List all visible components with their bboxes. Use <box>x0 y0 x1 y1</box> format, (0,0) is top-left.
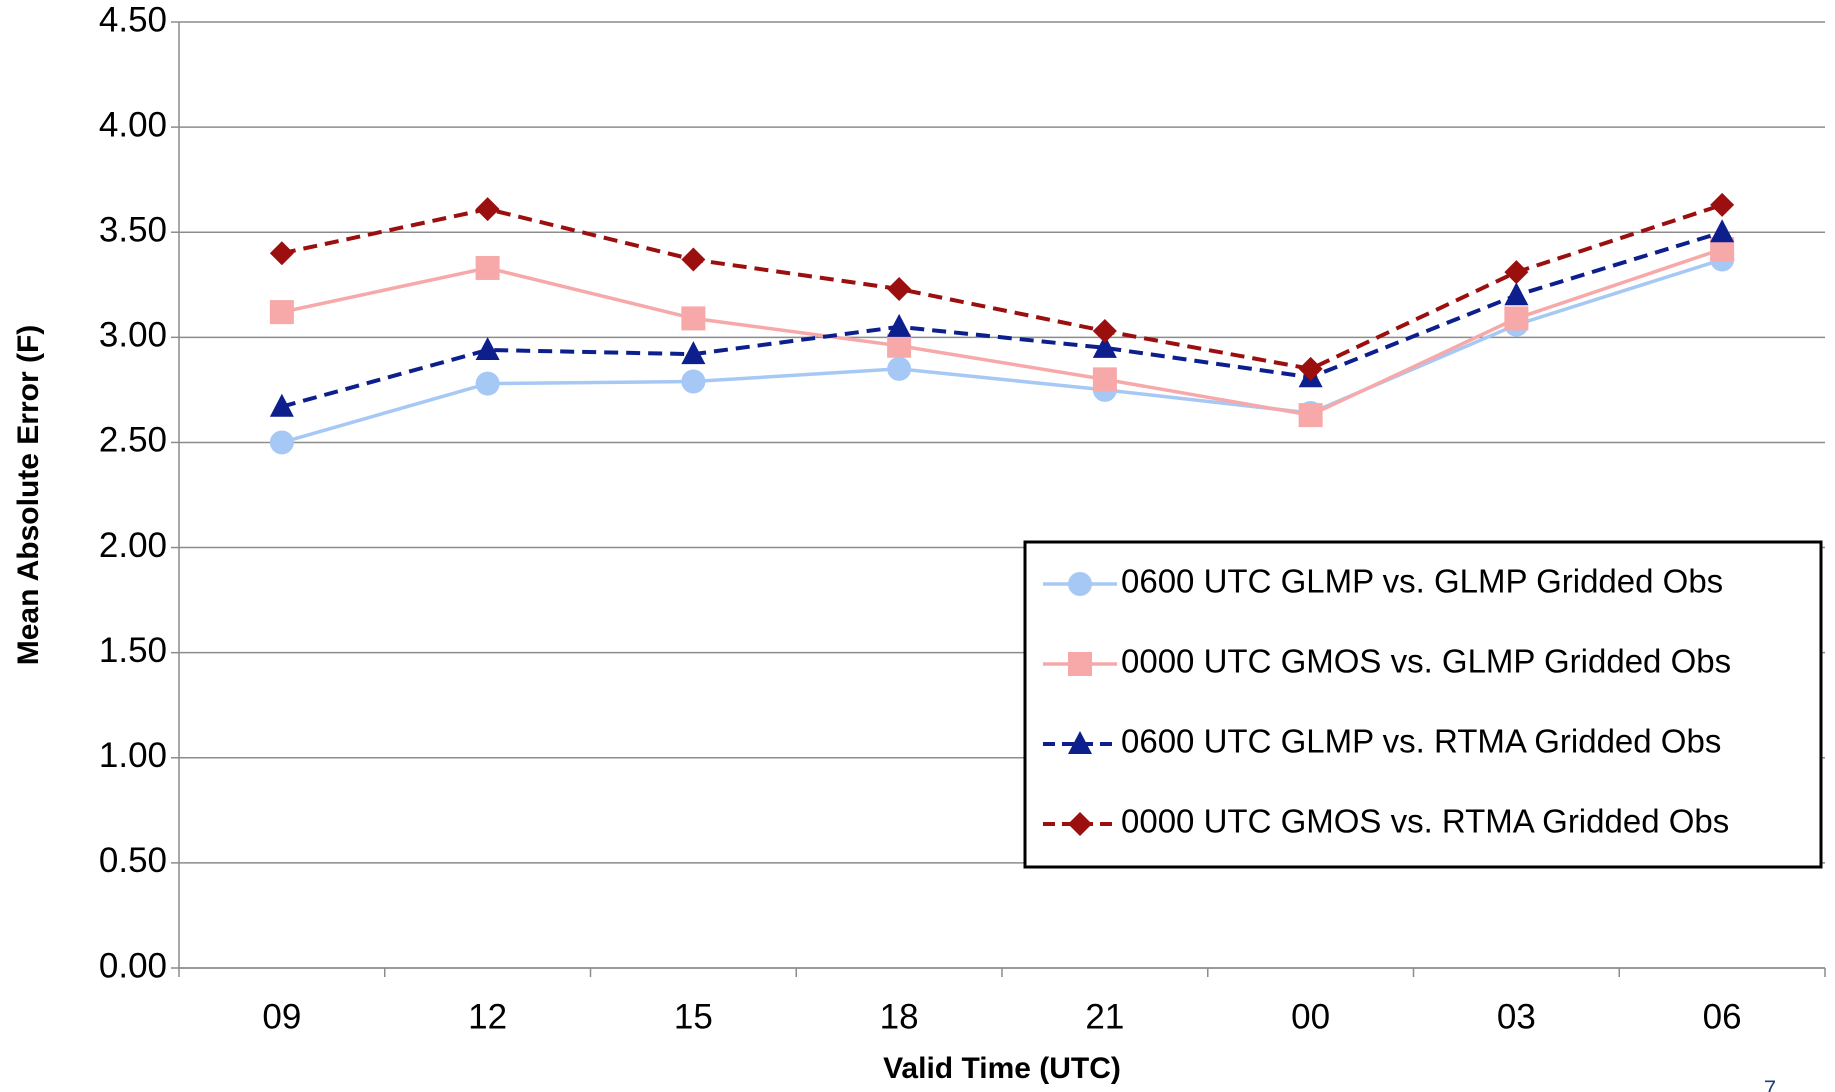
data-point <box>887 276 912 301</box>
data-point <box>1710 237 1735 262</box>
data-point <box>1092 334 1117 358</box>
data-point <box>1298 403 1323 428</box>
x-tick-label: 03 <box>1497 997 1536 1036</box>
data-point <box>269 300 294 325</box>
data-point <box>681 341 706 365</box>
legend-marker <box>1068 731 1092 754</box>
legend-label: 0000 UTC GMOS vs. RTMA Gridded Obs <box>1121 803 1729 840</box>
series-line <box>281 230 1723 409</box>
y-tick-label: 2.00 <box>99 526 167 565</box>
y-tick-label: 1.50 <box>99 631 167 670</box>
legend-box <box>1023 540 1823 869</box>
data-point <box>1710 192 1735 217</box>
x-tick-label: 00 <box>1291 997 1330 1036</box>
data-point <box>1504 282 1529 306</box>
y-tick-label: 3.00 <box>99 316 167 355</box>
y-tick-label: 0.50 <box>99 841 167 880</box>
data-point <box>269 393 294 417</box>
data-point <box>681 369 706 394</box>
data-point <box>1504 260 1529 285</box>
data-point <box>269 430 294 455</box>
data-point <box>1504 306 1529 331</box>
data-point <box>887 333 912 358</box>
legend-label: 0600 UTC GLMP vs. GLMP Gridded Obs <box>1121 563 1723 600</box>
legend-marker <box>1068 572 1092 596</box>
data-point <box>269 241 294 266</box>
y-tick-label: 4.50 <box>99 0 167 39</box>
y-tick-label: 2.50 <box>99 421 167 460</box>
y-tick-label: 3.50 <box>99 210 167 249</box>
series-line <box>281 202 1723 371</box>
x-tick-label: 21 <box>1085 997 1124 1036</box>
y-tick-label: 4.00 <box>99 105 167 144</box>
x-tick-label: 06 <box>1703 997 1742 1036</box>
y-tick-label: 0.00 <box>99 946 167 985</box>
page-number: 7 <box>1764 1076 1776 1092</box>
data-point <box>475 336 500 360</box>
x-tick-label: 09 <box>262 997 301 1036</box>
y-axis-title: Mean Absolute Error (F) <box>12 325 45 666</box>
data-point <box>1298 356 1323 381</box>
data-point <box>1092 367 1117 392</box>
series-line <box>281 247 1723 417</box>
legend-label: 0600 UTC GLMP vs. RTMA Gridded Obs <box>1121 723 1721 760</box>
data-point <box>1710 219 1735 243</box>
x-tick-label: 15 <box>674 997 713 1036</box>
data-point <box>475 255 500 280</box>
data-point <box>887 356 912 381</box>
x-tick-label: 12 <box>468 997 507 1036</box>
legend-marker <box>1068 652 1092 676</box>
data-point <box>475 371 500 396</box>
data-point <box>475 197 500 222</box>
data-point <box>1092 319 1117 344</box>
x-tick-label: 18 <box>880 997 919 1036</box>
legend-marker <box>1068 812 1092 836</box>
x-axis-title: Valid Time (UTC) <box>883 1052 1121 1085</box>
data-point <box>681 306 706 331</box>
legend-label: 0000 UTC GMOS vs. GLMP Gridded Obs <box>1121 643 1731 680</box>
series-line <box>281 257 1723 445</box>
y-tick-label: 1.00 <box>99 736 167 775</box>
data-point <box>681 247 706 272</box>
data-point <box>887 313 912 337</box>
